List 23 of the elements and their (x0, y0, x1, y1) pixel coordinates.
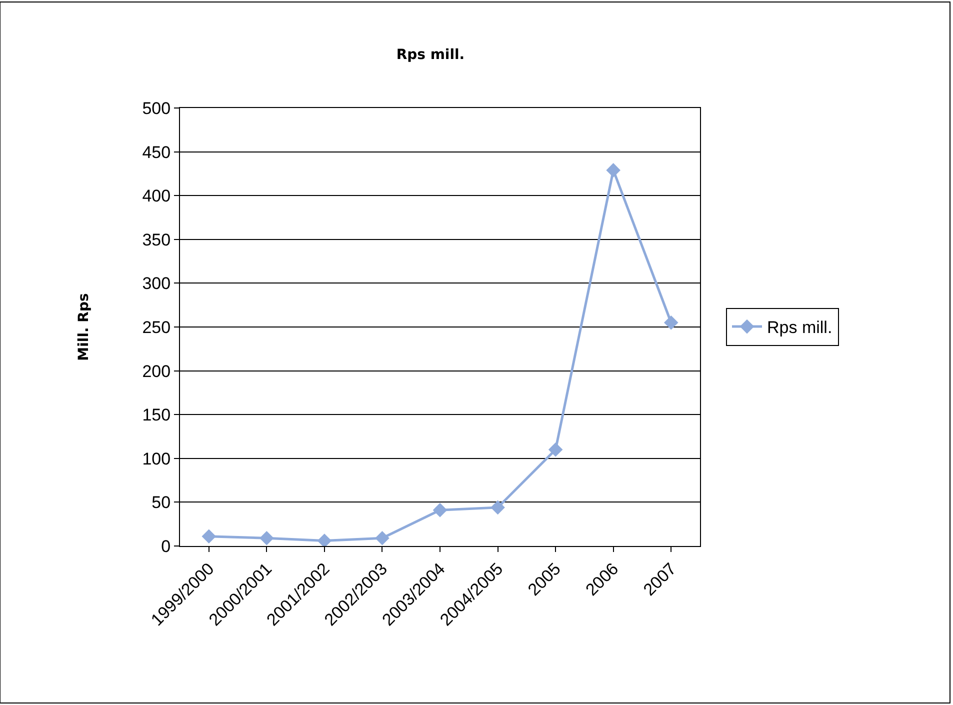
point (375, 530, 390, 546)
y-tick-label: 100 (142, 449, 171, 468)
y-tick-label: 200 (142, 362, 171, 381)
point (606, 163, 620, 178)
y-tick-label: 500 (142, 98, 171, 118)
point (490, 500, 505, 515)
point (432, 502, 448, 518)
y-tick-label: 300 (142, 274, 171, 294)
y-tick-label: 350 (142, 230, 171, 250)
y-tick-label: 0 (161, 536, 171, 556)
y-axis-title: Mill. Rps (76, 293, 92, 361)
y-tick-label: 250 (142, 318, 171, 337)
y-tick-label: 450 (142, 142, 171, 162)
point (202, 529, 216, 544)
y-tick-label: 50 (152, 493, 171, 512)
y-tick-label: 150 (142, 406, 171, 425)
y-tick-label: 400 (142, 186, 171, 206)
point (260, 530, 274, 546)
legend-label: Rps mill. (767, 318, 832, 338)
point (317, 534, 332, 546)
chart-title: Rps mill. (396, 47, 465, 64)
point (548, 442, 563, 457)
point (664, 315, 678, 330)
